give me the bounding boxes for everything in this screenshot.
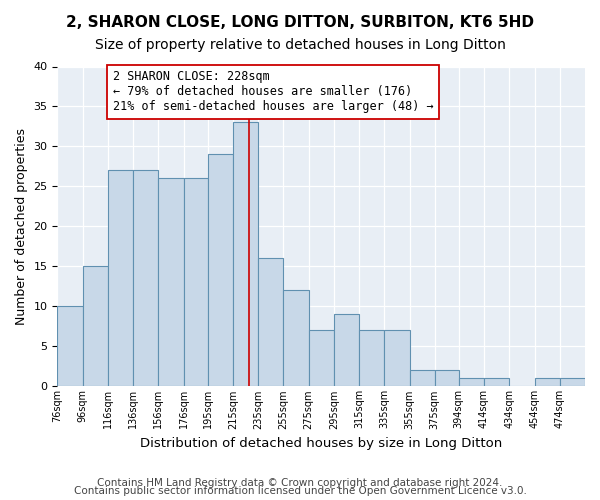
Bar [208,154,233,386]
Bar [560,378,585,386]
Bar [108,170,133,386]
Bar [233,122,258,386]
Bar [484,378,509,386]
Bar [459,378,484,386]
Bar [535,378,560,386]
Bar [435,370,459,386]
Bar [410,370,435,386]
Bar [58,306,83,386]
Text: Size of property relative to detached houses in Long Ditton: Size of property relative to detached ho… [95,38,505,52]
Bar [308,330,334,386]
Bar [385,330,410,386]
Y-axis label: Number of detached properties: Number of detached properties [15,128,28,325]
Bar [184,178,208,386]
Bar [133,170,158,386]
Text: 2 SHARON CLOSE: 228sqm
← 79% of detached houses are smaller (176)
21% of semi-de: 2 SHARON CLOSE: 228sqm ← 79% of detached… [113,70,434,114]
Bar [83,266,108,386]
X-axis label: Distribution of detached houses by size in Long Ditton: Distribution of detached houses by size … [140,437,502,450]
Text: Contains public sector information licensed under the Open Government Licence v3: Contains public sector information licen… [74,486,526,496]
Text: 2, SHARON CLOSE, LONG DITTON, SURBITON, KT6 5HD: 2, SHARON CLOSE, LONG DITTON, SURBITON, … [66,15,534,30]
Bar [359,330,385,386]
Bar [283,290,308,386]
Bar [334,314,359,386]
Text: Contains HM Land Registry data © Crown copyright and database right 2024.: Contains HM Land Registry data © Crown c… [97,478,503,488]
Bar [158,178,184,386]
Bar [258,258,283,386]
